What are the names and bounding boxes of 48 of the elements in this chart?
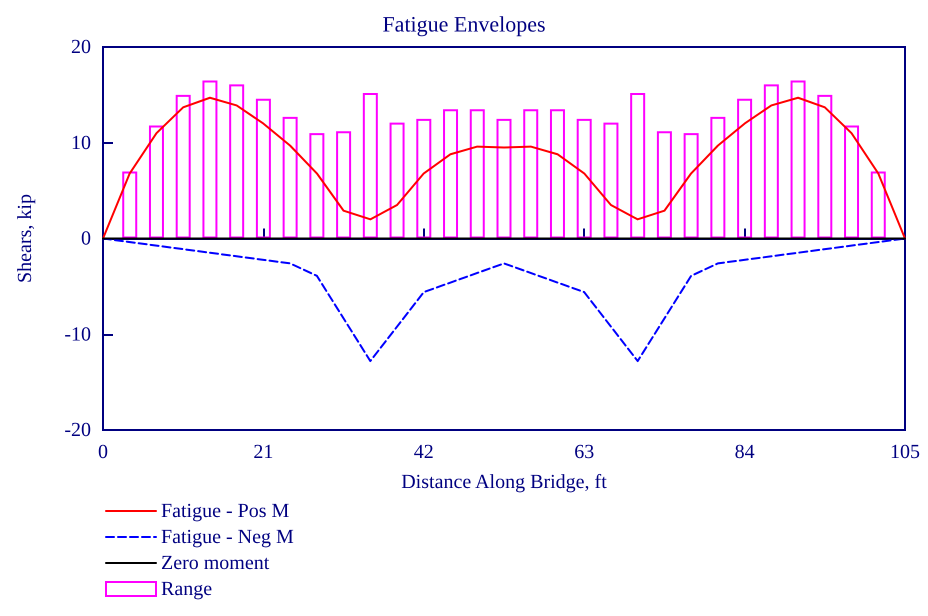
- line-series: [102, 96, 906, 240]
- x-tick-label: 0: [98, 441, 108, 463]
- bar: [443, 109, 458, 238]
- bar: [817, 94, 832, 238]
- bar: [630, 92, 646, 238]
- bar: [764, 84, 779, 238]
- legend-label: Range: [161, 578, 212, 600]
- y-tick-label: 0: [81, 228, 91, 250]
- bar: [122, 171, 138, 238]
- y-tick-label: -10: [64, 323, 91, 346]
- bar: [576, 118, 592, 238]
- bar: [282, 116, 298, 238]
- bar: [523, 109, 538, 238]
- bar: [603, 122, 618, 238]
- legend-label: Zero moment: [161, 552, 270, 574]
- bar: [390, 122, 405, 238]
- y-tick-label: 20: [71, 36, 91, 58]
- bar: [790, 80, 806, 238]
- bar: [844, 126, 860, 238]
- bar: [176, 94, 191, 238]
- bar: [737, 98, 752, 238]
- y-axis-title: Shears, kip: [14, 194, 36, 283]
- x-tick-label: 21: [253, 441, 274, 463]
- bar: [656, 131, 672, 238]
- x-axis-title: Distance Along Bridge, ft: [401, 471, 608, 493]
- x-tick-label: 84: [734, 441, 755, 463]
- x-tick-label: 42: [414, 441, 434, 463]
- legend-label: Fatigue - Neg M: [161, 526, 294, 548]
- bar: [550, 109, 565, 238]
- bar: [336, 131, 352, 238]
- x-tick-label: 63: [574, 441, 594, 463]
- bar: [870, 171, 886, 238]
- y-tick-label: -20: [64, 419, 91, 441]
- bar: [256, 98, 271, 238]
- bar: [416, 118, 432, 238]
- bar: [710, 116, 726, 238]
- bar: [148, 126, 164, 238]
- legend-label: Fatigue - Pos M: [161, 500, 290, 522]
- bar: [309, 133, 324, 238]
- x-tick-label: 105: [890, 441, 920, 463]
- bar: [229, 84, 244, 238]
- y-tick-label: 10: [71, 132, 91, 154]
- bar: [684, 133, 699, 238]
- bar: [470, 109, 485, 238]
- bar: [362, 92, 378, 238]
- chart-title: Fatigue Envelopes: [382, 12, 546, 36]
- bar: [496, 118, 512, 238]
- bar: [202, 80, 218, 238]
